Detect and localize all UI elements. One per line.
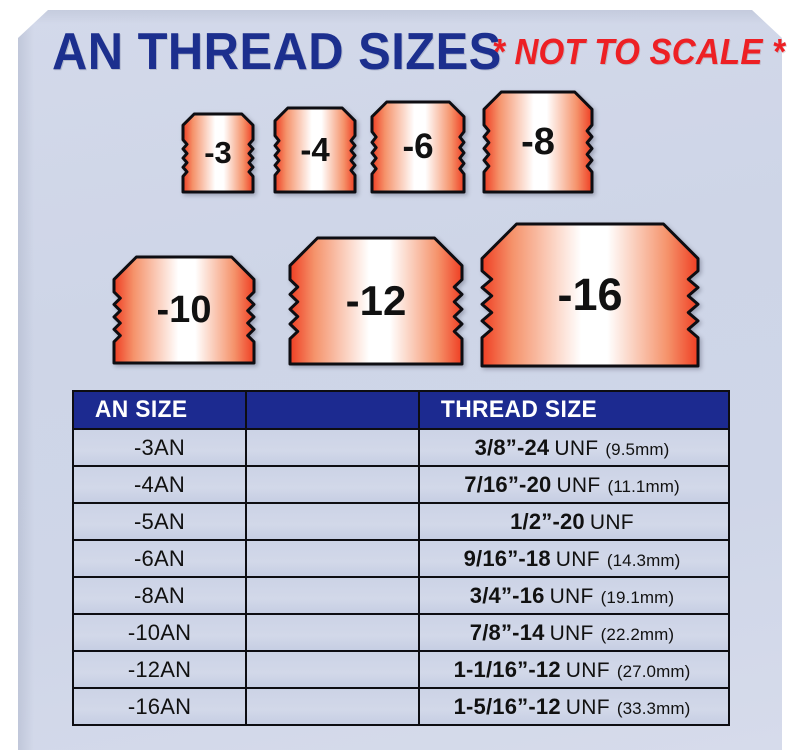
cell-an-size: -4AN	[72, 465, 247, 504]
not-to-scale-disclaimer: * NOT TO SCALE *	[492, 31, 786, 72]
thread-size-value: 3/4”-16 UNF (19.1mm)	[420, 583, 728, 609]
cell-an-size: -5AN	[72, 502, 247, 541]
thread-standard-text: UNF	[555, 547, 600, 571]
thread-pitch-text: 7/8”-14	[469, 619, 545, 645]
cell-an-size: -10AN	[72, 613, 247, 652]
thread-pitch-text: 1-1/16”-12	[453, 656, 561, 682]
column-header-an-size: AN SIZE	[72, 390, 247, 430]
thread-pitch-text: 9/16”-18	[463, 545, 551, 571]
table-header-row: AN SIZE THREAD SIZE	[72, 390, 730, 430]
thread-size-value: 1-1/16”-12 UNF (27.0mm)	[420, 657, 728, 683]
thread-standard-text: UNF	[549, 621, 594, 645]
thread-standard-text: UNF	[589, 510, 634, 534]
table-body: -3AN 3/8”-24 UNF (9.5mm) -4AN 7/16”-20 UNF (11.…	[72, 428, 730, 726]
cell-an-size: -8AN	[72, 576, 247, 615]
table-row: -5AN 1/2”-20 UNF	[72, 502, 730, 541]
header-row: AN THREAD SIZES * NOT TO SCALE *	[0, 24, 800, 84]
cell-an-size: -12AN	[72, 650, 247, 689]
thread-metric-text: (33.3mm)	[616, 698, 691, 718]
fitting-shape-dash8: -8	[482, 90, 594, 194]
thread-pitch-text: 3/8”-24	[474, 434, 550, 460]
table-row: -10AN 7/8”-14 UNF (22.2mm)	[72, 613, 730, 652]
cell-spacer	[245, 502, 420, 541]
thread-size-value: 7/8”-14 UNF (22.2mm)	[420, 620, 728, 646]
cell-thread-size: 7/8”-14 UNF (22.2mm)	[418, 613, 730, 652]
thread-standard-text: UNF	[556, 473, 601, 497]
an-size-value: -4AN	[134, 471, 185, 497]
thread-size-table: AN SIZE THREAD SIZE -3AN 3/8”-24 UNF (9.5mm…	[72, 390, 730, 726]
cell-an-size: -16AN	[72, 687, 247, 726]
thread-size-value: 1-5/16”-12 UNF (33.3mm)	[420, 694, 728, 720]
thread-standard-text: UNF	[565, 695, 610, 719]
an-size-value: -16AN	[127, 693, 192, 719]
cell-thread-size: 9/16”-18 UNF (14.3mm)	[418, 539, 730, 578]
cell-thread-size: 3/4”-16 UNF (19.1mm)	[418, 576, 730, 615]
cell-spacer	[245, 576, 420, 615]
thread-metric-text: (9.5mm)	[605, 439, 670, 459]
cell-thread-size: 1/2”-20 UNF	[418, 502, 730, 541]
thread-pitch-text: 7/16”-20	[464, 471, 552, 497]
thread-metric-text: (19.1mm)	[600, 587, 675, 607]
thread-size-value: 9/16”-18 UNF (14.3mm)	[420, 546, 728, 572]
an-size-value: -3AN	[134, 434, 185, 460]
column-header-spacer	[245, 390, 420, 430]
table-row: -12AN 1-1/16”-12 UNF (27.0mm)	[72, 650, 730, 689]
cell-spacer	[245, 428, 420, 467]
table-row: -4AN 7/16”-20 UNF (11.1mm)	[72, 465, 730, 504]
cell-an-size: -6AN	[72, 539, 247, 578]
cell-spacer	[245, 613, 420, 652]
thread-size-value: 7/16”-20 UNF (11.1mm)	[420, 472, 728, 498]
thread-metric-text: (11.1mm)	[607, 476, 680, 496]
table-row: -3AN 3/8”-24 UNF (9.5mm)	[72, 428, 730, 467]
column-header-thread-size: THREAD SIZE	[418, 390, 730, 430]
table-row: -6AN 9/16”-18 UNF (14.3mm)	[72, 539, 730, 578]
thread-standard-text: UNF	[565, 658, 610, 682]
thread-size-value: 1/2”-20 UNF	[420, 509, 728, 535]
table-row: -16AN 1-5/16”-12 UNF (33.3mm)	[72, 687, 730, 726]
cell-thread-size: 3/8”-24 UNF (9.5mm)	[418, 428, 730, 467]
page-title: AN THREAD SIZES	[52, 23, 502, 81]
fitting-shape-dash3: -3	[181, 112, 255, 194]
an-size-value: -10AN	[127, 619, 192, 645]
an-size-value: -5AN	[134, 508, 185, 534]
column-header-thread-size-label: THREAD SIZE	[440, 396, 598, 423]
thread-metric-text: (14.3mm)	[606, 550, 681, 570]
column-header-an-size-label: AN SIZE	[94, 396, 188, 423]
thread-size-value: 3/8”-24 UNF (9.5mm)	[420, 435, 728, 461]
an-size-value: -6AN	[134, 545, 185, 571]
cell-spacer	[245, 539, 420, 578]
thread-standard-text: UNF	[549, 584, 594, 608]
fitting-shape-dash6: -6	[370, 100, 466, 194]
fitting-shape-dash4: -4	[273, 106, 357, 194]
fitting-shape-dash10: -10	[112, 255, 256, 365]
fittings-diagram: -3 -4 -6 -8 -10 -12 -16	[112, 90, 700, 368]
thread-metric-text: (22.2mm)	[600, 624, 675, 644]
cell-an-size: -3AN	[72, 428, 247, 467]
thread-metric-text: (27.0mm)	[616, 661, 691, 681]
table-header: AN SIZE THREAD SIZE	[72, 390, 730, 430]
fitting-shape-dash12: -12	[288, 236, 464, 366]
thread-pitch-text: 3/4”-16	[469, 582, 545, 608]
fitting-shape-dash16: -16	[480, 222, 700, 368]
thread-pitch-text: 1/2”-20	[510, 508, 585, 534]
an-size-value: -12AN	[127, 656, 192, 682]
thread-pitch-text: 1-5/16”-12	[453, 693, 561, 719]
cell-thread-size: 7/16”-20 UNF (11.1mm)	[418, 465, 730, 504]
cell-thread-size: 1-1/16”-12 UNF (27.0mm)	[418, 650, 730, 689]
cell-spacer	[245, 687, 420, 726]
table-row: -8AN 3/4”-16 UNF (19.1mm)	[72, 576, 730, 615]
cell-spacer	[245, 650, 420, 689]
cell-thread-size: 1-5/16”-12 UNF (33.3mm)	[418, 687, 730, 726]
cell-spacer	[245, 465, 420, 504]
thread-standard-text: UNF	[554, 436, 599, 460]
an-size-value: -8AN	[134, 582, 185, 608]
